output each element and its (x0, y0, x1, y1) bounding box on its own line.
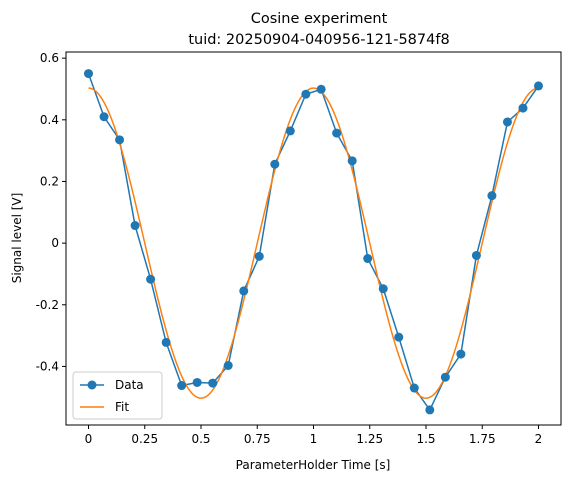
chart-subtitle: tuid: 20250904-040956-121-5874f8 (188, 32, 449, 48)
x-tick-label: 0 (85, 432, 93, 446)
data-point (316, 84, 326, 94)
data-point (223, 361, 233, 371)
y-tick-label: -0.2 (36, 298, 59, 312)
data-point (146, 274, 156, 284)
data-point (254, 251, 264, 261)
data-point (161, 337, 171, 347)
data-point (409, 383, 419, 393)
x-axis-label: ParameterHolder Time [s] (236, 458, 391, 472)
y-tick-label: 0.2 (40, 174, 59, 188)
data-point (192, 377, 202, 387)
y-tick-label: 0 (51, 236, 59, 250)
chart-title: Cosine experiment (251, 11, 388, 27)
x-tick-label: 1.25 (356, 432, 383, 446)
data-series-line (87, 73, 540, 412)
data-point (502, 117, 512, 127)
data-point (285, 126, 295, 136)
x-tick-label: 0.5 (191, 432, 210, 446)
data-point (378, 284, 388, 294)
y-axis: -0.4 -0.2 0 0.2 0.4 0.6 (36, 51, 66, 373)
legend-marker-data (87, 380, 97, 390)
data-point (115, 135, 125, 145)
data-point (208, 378, 218, 388)
data-point (394, 332, 404, 342)
x-axis: 0 0.25 0.5 0.75 1 1.25 1.5 1.75 2 (85, 425, 543, 446)
data-point (440, 372, 450, 382)
data-point (301, 89, 311, 99)
data-point (239, 286, 249, 296)
data-point (99, 112, 109, 122)
data-point (332, 128, 342, 138)
axes-frame (65, 51, 562, 426)
x-tick-label: 1.75 (469, 432, 496, 446)
x-tick-label: 1.5 (416, 432, 435, 446)
x-tick-label: 1 (310, 432, 318, 446)
data-point (84, 69, 93, 79)
legend: Data Fit (72, 371, 163, 420)
y-tick-label: 0.4 (40, 113, 59, 127)
data-point (518, 103, 528, 113)
x-tick-label: 0.75 (244, 432, 271, 446)
data-point (487, 191, 497, 201)
legend-label-fit: Fit (115, 400, 129, 414)
plot-area (84, 69, 543, 415)
data-point (456, 349, 466, 359)
data-point (471, 250, 481, 260)
y-tick-label: -0.4 (36, 359, 59, 373)
data-point (130, 221, 140, 231)
data-point (270, 159, 280, 169)
data-point (177, 381, 187, 391)
fit-series-line (88, 87, 539, 399)
data-point (347, 156, 357, 166)
y-axis-label: Signal level [V] (10, 193, 24, 284)
y-tick-label: 0.6 (40, 51, 59, 65)
data-point (363, 254, 373, 264)
legend-label-data: Data (115, 378, 144, 392)
x-tick-label: 2 (535, 432, 543, 446)
data-point (425, 405, 435, 415)
data-point (534, 81, 543, 91)
x-tick-label: 0.25 (131, 432, 158, 446)
